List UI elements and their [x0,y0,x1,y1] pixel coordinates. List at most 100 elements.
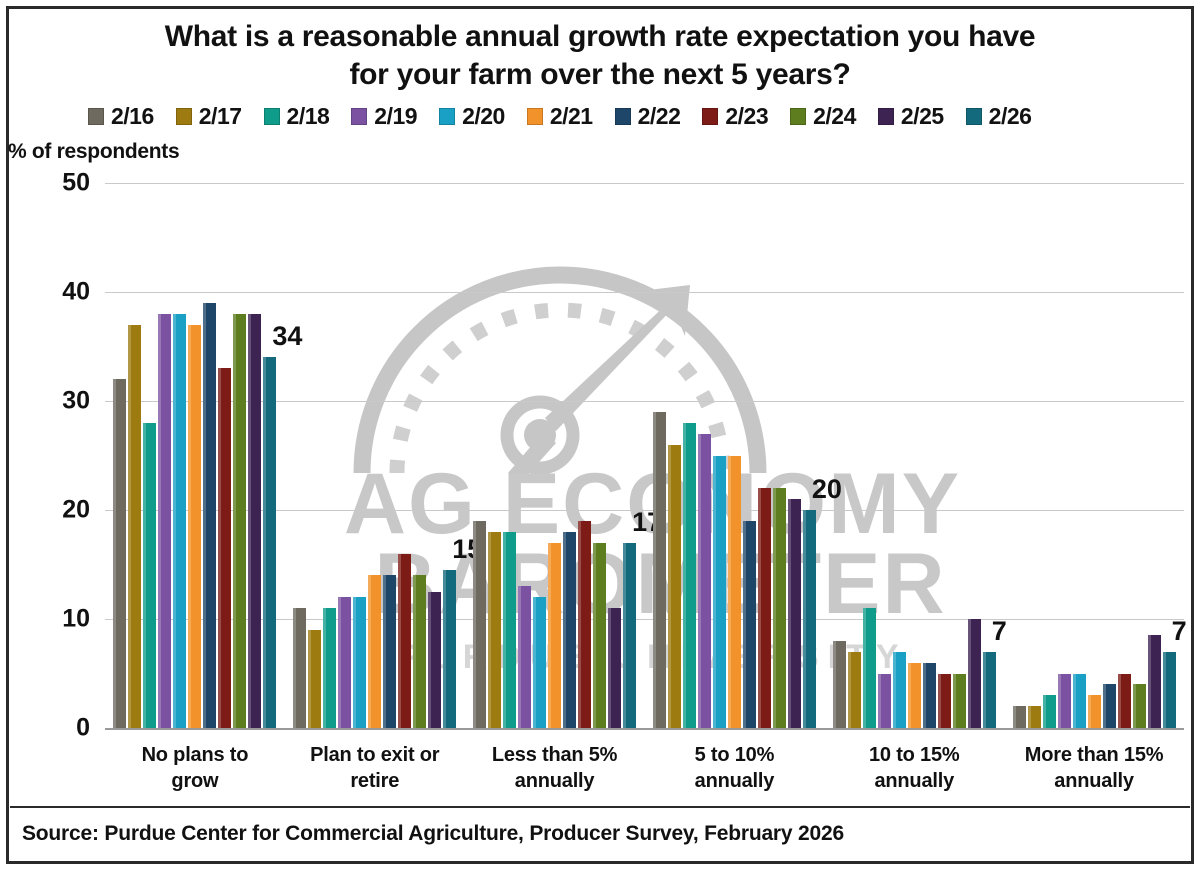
legend-item[interactable]: 2/26 [965,103,1032,130]
bar[interactable] [173,313,187,728]
bar[interactable] [697,433,711,728]
bar[interactable] [757,488,771,728]
bar[interactable] [563,531,577,728]
bar[interactable] [218,368,232,728]
bar[interactable] [533,597,547,728]
bar[interactable] [113,379,127,728]
legend-item[interactable]: 2/23 [702,103,769,130]
bar-highlight [982,651,986,728]
x-axis-label-line: annually [1054,770,1134,792]
legend-item[interactable]: 2/18 [263,103,330,130]
bar[interactable] [892,651,906,728]
bar[interactable] [233,313,247,728]
bar-highlight [188,324,192,728]
bar[interactable] [158,313,172,728]
bar-highlight [802,510,806,728]
bar-highlight [158,313,162,728]
bar[interactable] [982,651,996,728]
legend-item[interactable]: 2/16 [88,103,154,130]
bar[interactable] [682,422,696,728]
bar[interactable] [488,531,502,728]
bar[interactable] [802,510,816,728]
bar-highlight [308,629,312,728]
legend-item-label: 2/16 [111,103,154,129]
bar[interactable] [1087,695,1101,728]
bar[interactable] [293,608,307,728]
bar[interactable] [623,542,637,728]
bar[interactable] [428,591,442,728]
bar[interactable] [593,542,607,728]
bar[interactable] [787,499,801,728]
bar-highlight [697,433,701,728]
bar-highlight [113,379,117,728]
bar[interactable] [323,608,337,728]
bar[interactable] [548,542,562,728]
bar[interactable] [877,673,891,728]
legend-item[interactable]: 2/25 [877,103,944,130]
legend-item[interactable]: 2/24 [790,103,856,130]
bar[interactable] [937,673,951,728]
bar[interactable] [263,357,277,728]
bar[interactable] [1072,673,1086,728]
bar[interactable] [652,411,666,728]
bar[interactable] [353,597,367,728]
bar[interactable] [338,597,352,728]
legend-item[interactable]: 2/22 [614,103,681,130]
bar[interactable] [1042,695,1056,728]
bar[interactable] [473,520,487,728]
gridline [105,510,1184,511]
bar[interactable] [608,608,622,728]
bar[interactable] [398,553,412,728]
legend-swatch-icon [614,108,631,125]
bar[interactable] [383,575,397,728]
legend-item-label: 2/21 [549,103,593,129]
bar[interactable] [368,575,382,728]
bar[interactable] [518,586,532,728]
bar[interactable] [1012,706,1026,728]
legend-item[interactable]: 2/21 [526,103,593,130]
bar[interactable] [1162,651,1176,728]
bar-highlight [1132,684,1136,728]
legend-item[interactable]: 2/19 [351,103,418,130]
bar[interactable] [128,324,142,728]
bar[interactable] [952,673,966,728]
bar[interactable] [667,444,681,728]
bar[interactable] [847,651,861,728]
bar[interactable] [443,569,457,728]
bar[interactable] [1027,706,1041,728]
bar[interactable] [922,662,936,728]
legend-item[interactable]: 2/17 [175,103,242,130]
bar[interactable] [1102,684,1116,728]
bar[interactable] [1147,635,1161,728]
bar[interactable] [862,608,876,728]
bar[interactable] [712,455,726,728]
bar[interactable] [203,302,217,728]
bar[interactable] [727,455,741,728]
bar[interactable] [143,422,157,728]
bar[interactable] [832,640,846,728]
bar[interactable] [1132,684,1146,728]
legend-item-label: 2/26 [988,103,1032,129]
x-axis-label-line: annually [514,770,595,792]
legend-swatch-icon [526,108,543,125]
bar[interactable] [772,488,786,728]
legend-item[interactable]: 2/20 [439,103,505,130]
bar[interactable] [742,520,756,728]
bar-highlight [892,651,896,728]
bar[interactable] [413,575,427,728]
bar-highlight [742,520,746,728]
bar[interactable] [1117,673,1131,728]
y-axis-tick-label: 0 [76,713,90,742]
bar[interactable] [907,662,921,728]
bar[interactable] [503,531,517,728]
y-axis-title: % of respondents [8,140,180,163]
bar[interactable] [1057,673,1071,728]
x-axis-label-line: annually [874,770,955,792]
bar[interactable] [248,313,262,728]
bar[interactable] [308,629,322,728]
bar[interactable] [188,324,202,728]
bar-highlight [1087,695,1091,728]
bar[interactable] [967,619,981,728]
bar[interactable] [578,520,592,728]
